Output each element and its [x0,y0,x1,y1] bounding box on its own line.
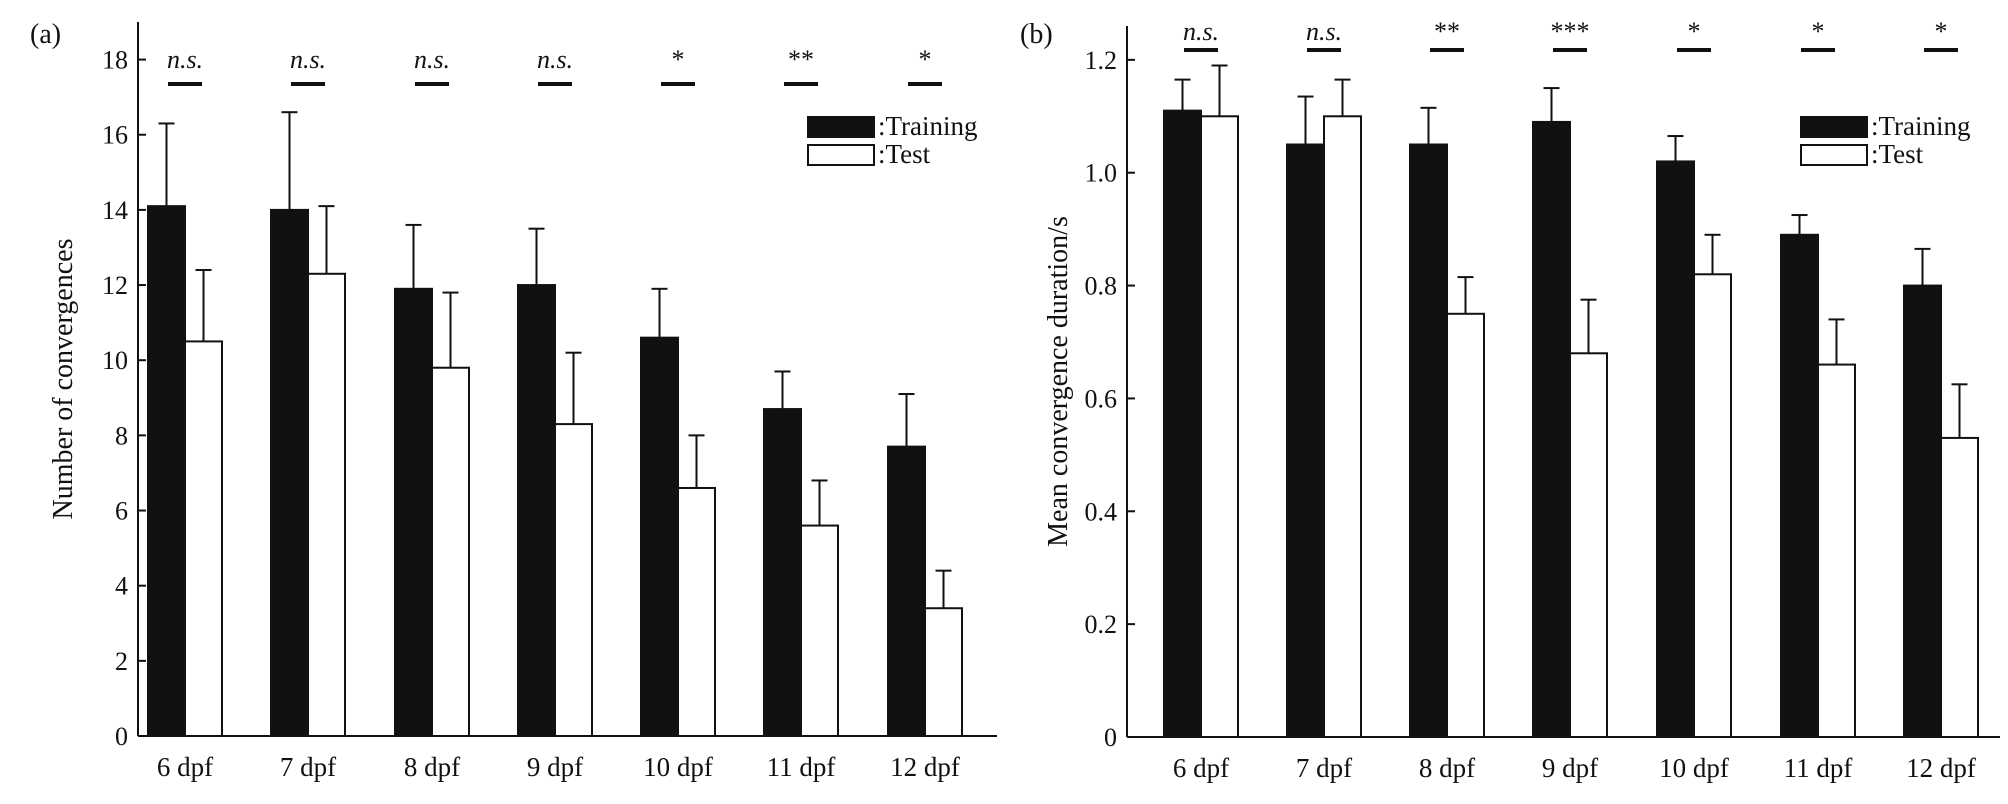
significance-label: n.s. [537,45,573,74]
significance-label: n.s. [167,45,203,74]
y-axis-title: Mean convergence duration/s [1043,216,1074,547]
y-tick-label: 12 [102,271,128,300]
panel-label: (a) [30,19,61,50]
training-bar [763,408,802,737]
x-tick-label: 12 dpf [1906,753,1976,783]
test-bar [184,340,223,737]
panel-label: (b) [1020,19,1053,50]
test-bar [677,486,716,737]
y-tick-label: 8 [115,421,128,450]
test-bar [1323,115,1362,739]
x-tick-label: 11 dpf [1784,753,1853,783]
y-tick-label: 0.4 [1085,497,1118,526]
significance-label: n.s. [414,45,450,74]
y-tick-label: 0.8 [1085,272,1118,301]
significance-label: * [919,45,932,74]
y-tick-label: 14 [102,196,128,225]
legend-label: :Test [878,139,931,169]
test-bar [1693,273,1732,738]
x-tick-label: 10 dpf [643,752,713,782]
significance-label: n.s. [290,45,326,74]
test-bar [554,423,593,737]
test-bar [307,272,346,737]
y-tick-label: 1.0 [1085,159,1118,188]
legend-label: :Test [1871,139,1924,169]
test-bar [431,366,470,737]
significance-label: n.s. [1306,17,1342,46]
y-tick-label: 18 [102,46,128,75]
training-bar [1656,160,1695,738]
legend-label: :Training [878,111,978,141]
training-bar [270,208,309,738]
training-bar [147,205,186,737]
test-bar [1446,312,1485,738]
test-bar [924,607,963,737]
x-tick-label: 8 dpf [1419,753,1475,783]
significance-label: *** [1551,17,1590,46]
x-tick-label: 9 dpf [527,752,583,782]
test-bar [800,524,839,738]
test-bar [1940,436,1979,738]
y-tick-label: 1.2 [1085,46,1118,75]
panel-a-chart: (a) 0 2 4 6 8 10 12 14 16 18 Number of convergences… [30,19,997,782]
y-tick-label: 0.2 [1085,610,1118,639]
y-tick-label: 0 [1104,723,1117,752]
training-bar [1903,284,1942,738]
x-tick-label: 7 dpf [280,752,336,782]
training-bar [640,336,679,737]
x-tick-label: 9 dpf [1542,753,1598,783]
y-tick-label: 0.6 [1085,384,1118,413]
training-bar [887,445,926,737]
y-axis-title: Number of convergences [48,239,79,520]
y-tick-label: 10 [102,346,128,375]
significance-label: n.s. [1183,17,1219,46]
x-tick-label: 12 dpf [890,752,960,782]
legend-swatch [807,144,875,166]
legend-swatch [807,116,875,138]
legend-swatch [1800,116,1868,138]
legend-swatch [1800,144,1868,166]
test-bar [1569,352,1608,738]
y-tick-label: 0 [115,722,128,751]
y-tick-label: 4 [115,572,128,601]
training-bar [394,287,433,737]
significance-label: * [672,45,685,74]
training-bar [1780,233,1819,739]
x-tick-label: 10 dpf [1659,753,1729,783]
x-tick-label: 8 dpf [404,752,460,782]
significance-label: * [1688,17,1701,46]
y-tick-label: 16 [102,121,128,150]
y-tick-label: 6 [115,497,128,526]
training-bar [1532,120,1571,738]
significance-label: * [1812,17,1825,46]
significance-label: ** [1434,17,1460,46]
panel-b-chart: (b) 0 0.2 0.4 0.6 0.8 1.0 1.2 Mean convergence d… [1020,17,2000,783]
x-tick-label: 6 dpf [1173,753,1229,783]
x-tick-label: 7 dpf [1296,753,1352,783]
legend-label: :Training [1871,111,1971,141]
training-bar [517,284,556,737]
training-bar [1163,109,1202,738]
test-bar [1817,363,1856,738]
training-bar [1286,143,1325,738]
test-bar [1200,115,1239,739]
training-bar [1409,143,1448,738]
significance-label: * [1935,17,1948,46]
x-tick-label: 6 dpf [157,752,213,782]
y-tick-label: 2 [115,647,128,676]
significance-label: ** [788,45,814,74]
x-tick-label: 11 dpf [767,752,836,782]
